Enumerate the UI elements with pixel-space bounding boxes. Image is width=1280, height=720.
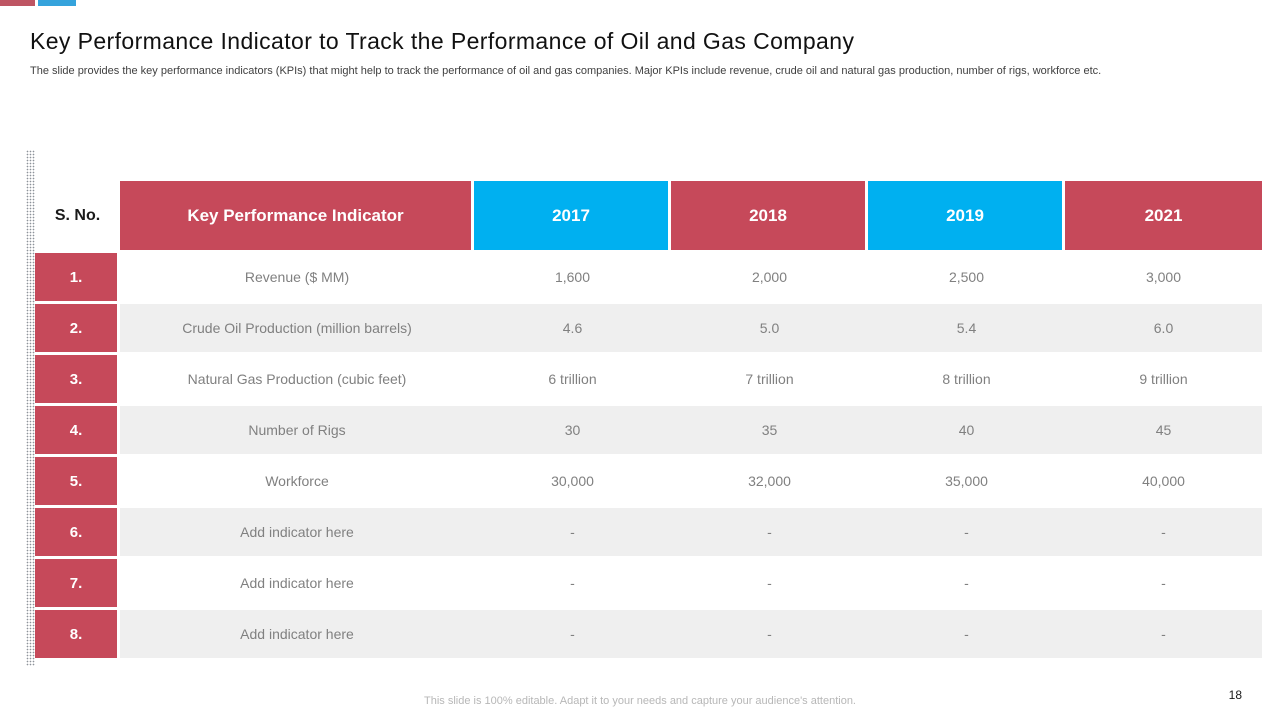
value-cell: - [671, 610, 868, 658]
value-cell: 45 [1065, 406, 1262, 454]
value-cell: 4.6 [474, 304, 671, 352]
value-cell: - [474, 610, 671, 658]
value-cell: 5.0 [671, 304, 868, 352]
value-cell: - [1065, 610, 1262, 658]
accent-bar-red [0, 0, 35, 6]
value-cell: 7 trillion [671, 355, 868, 403]
value-cell: 2,000 [671, 253, 868, 301]
value-cell: - [474, 508, 671, 556]
value-cell: 30 [474, 406, 671, 454]
value-cell: - [868, 610, 1065, 658]
page-number: 18 [1228, 688, 1242, 702]
column-header-sno: S. No. [35, 181, 120, 250]
value-cell: 2,500 [868, 253, 1065, 301]
kpi-name-cell: Add indicator here [120, 610, 474, 658]
value-cell: - [868, 508, 1065, 556]
dotted-texture-strip [26, 150, 35, 666]
value-cell: 40 [868, 406, 1065, 454]
accent-bar-blue [38, 0, 76, 6]
value-cell: 35,000 [868, 457, 1065, 505]
value-cell: 6 trillion [474, 355, 671, 403]
kpi-name-cell: Revenue ($ MM) [120, 253, 474, 301]
column-header-2017: 2017 [474, 181, 671, 250]
value-cell: - [868, 559, 1065, 607]
value-cell: - [1065, 508, 1262, 556]
value-cell: 8 trillion [868, 355, 1065, 403]
value-cell: 1,600 [474, 253, 671, 301]
value-cell: 3,000 [1065, 253, 1262, 301]
page-title: Key Performance Indicator to Track the P… [30, 28, 855, 54]
column-header-kpi: Key Performance Indicator [120, 181, 474, 250]
kpi-name-cell: Number of Rigs [120, 406, 474, 454]
column-header-2018: 2018 [671, 181, 868, 250]
value-cell: - [671, 559, 868, 607]
row-number-cell: 7. [35, 559, 120, 607]
slide-footer: This slide is 100% editable. Adapt it to… [424, 695, 856, 707]
kpi-name-cell: Add indicator here [120, 559, 474, 607]
row-number-cell: 5. [35, 457, 120, 505]
column-header-2019: 2019 [868, 181, 1065, 250]
row-number-cell: 8. [35, 610, 120, 658]
value-cell: - [671, 508, 868, 556]
row-number-cell: 6. [35, 508, 120, 556]
value-cell: - [474, 559, 671, 607]
kpi-table: S. No. Key Performance Indicator 2017 20… [35, 181, 1262, 658]
value-cell: 6.0 [1065, 304, 1262, 352]
kpi-name-cell: Crude Oil Production (million barrels) [120, 304, 474, 352]
value-cell: 35 [671, 406, 868, 454]
value-cell: 30,000 [474, 457, 671, 505]
column-header-2021: 2021 [1065, 181, 1262, 250]
row-number-cell: 2. [35, 304, 120, 352]
kpi-name-cell: Natural Gas Production (cubic feet) [120, 355, 474, 403]
value-cell: 40,000 [1065, 457, 1262, 505]
value-cell: - [1065, 559, 1262, 607]
kpi-name-cell: Add indicator here [120, 508, 474, 556]
row-number-cell: 3. [35, 355, 120, 403]
kpi-name-cell: Workforce [120, 457, 474, 505]
slide-subtitle: The slide provides the key performance i… [30, 65, 1102, 77]
value-cell: 32,000 [671, 457, 868, 505]
row-number-cell: 1. [35, 253, 120, 301]
row-number-cell: 4. [35, 406, 120, 454]
value-cell: 9 trillion [1065, 355, 1262, 403]
value-cell: 5.4 [868, 304, 1065, 352]
